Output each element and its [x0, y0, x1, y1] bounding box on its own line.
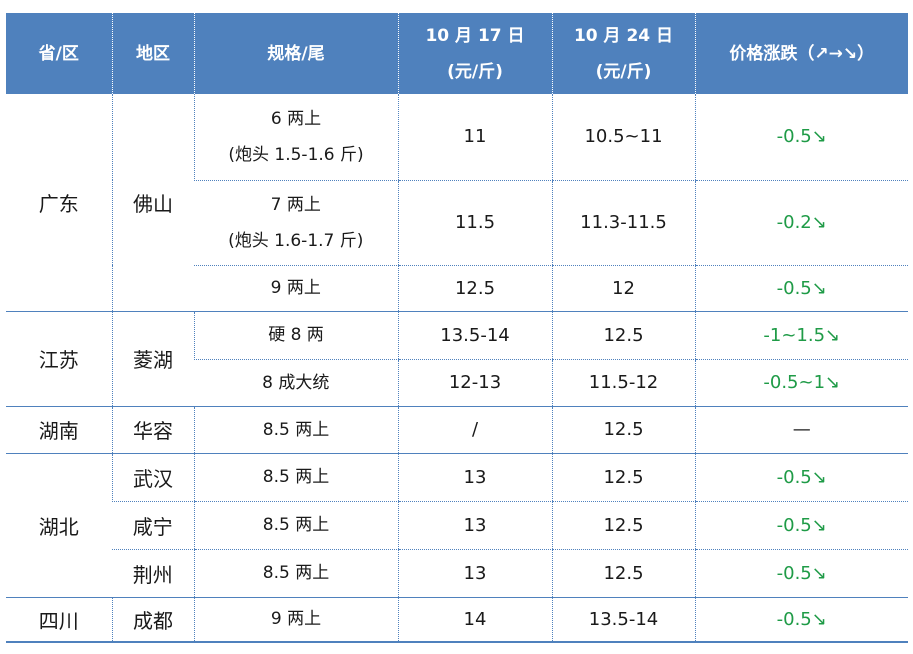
spec-cell: 6 两上 (炮头 1.5-1.6 斤) — [193, 94, 398, 181]
price2-cell: 12.5 — [551, 501, 695, 550]
province-cell: 广东 — [6, 94, 112, 312]
header-province: 省/区 — [6, 13, 112, 94]
table-row: 8 成大统 12-13 11.5-12 -0.5~1↘ — [6, 359, 908, 407]
spec-cell: 8.5 两上 — [193, 501, 398, 550]
price2-cell: 11.5-12 — [551, 359, 695, 407]
province-cell: 四川 — [6, 597, 112, 643]
change-cell: -0.2↘ — [694, 180, 908, 266]
header-change: 价格涨跌（↗→↘） — [694, 13, 908, 94]
spec-cell: 硬 8 两 — [193, 311, 398, 360]
price1-cell: 11.5 — [397, 180, 552, 266]
price1-cell: 12.5 — [397, 265, 552, 312]
header-date1: 10 月 17 日 (元/斤) — [397, 13, 552, 94]
spec-line1: 6 两上 — [270, 108, 322, 129]
spec-cell: 8 成大统 — [194, 359, 398, 407]
region-cell: 成都 — [111, 597, 194, 643]
price1-cell: 13 — [397, 549, 552, 598]
change-cell: -0.5↘ — [694, 549, 908, 598]
region-cell: 咸宁 — [112, 501, 194, 550]
table-row: 咸宁 8.5 两上 13 12.5 -0.5↘ — [6, 501, 908, 550]
spec-cell: 8.5 两上 — [193, 453, 398, 502]
price1-cell: 13 — [397, 453, 552, 502]
change-cell: -0.5↘ — [694, 597, 908, 643]
price1-cell: 13.5-14 — [397, 311, 552, 360]
province-cell: 湖南 — [6, 406, 112, 454]
table-row: 7 两上 (炮头 1.6-1.7 斤) 11.5 11.3-11.5 -0.2↘ — [6, 180, 908, 266]
spec-cell: 9 两上 — [193, 597, 398, 643]
header-date2: 10 月 24 日 (元/斤) — [551, 13, 695, 94]
header-date2-line2: (元/斤) — [595, 61, 652, 82]
price1-cell: 11 — [397, 94, 552, 181]
header-row: 省/区 地区 规格/尾 10 月 17 日 (元/斤) 10 月 24 日 (元… — [6, 13, 908, 94]
table-row: 四川 成都 9 两上 14 13.5-14 -0.5↘ — [6, 597, 908, 643]
change-cell: -0.5↘ — [694, 94, 908, 181]
price2-cell: 13.5-14 — [551, 597, 695, 643]
table-row: 湖南 华容 8.5 两上 / 12.5 — — [6, 406, 908, 454]
change-cell: -1~1.5↘ — [694, 311, 908, 360]
price1-cell: 14 — [397, 597, 552, 643]
spec-cell: 8.5 两上 — [193, 549, 398, 598]
region-cell: 菱湖 — [111, 311, 194, 407]
change-cell: — — [694, 406, 908, 454]
region-cell: 荆州 — [112, 549, 194, 598]
price1-cell: 13 — [397, 501, 552, 550]
price-table-container: 省/区 地区 规格/尾 10 月 17 日 (元/斤) 10 月 24 日 (元… — [6, 13, 908, 643]
header-date1-line1: 10 月 17 日 — [425, 25, 525, 46]
change-cell: -0.5↘ — [694, 453, 908, 502]
price2-cell: 12.5 — [551, 549, 695, 598]
change-cell: -0.5~1↘ — [694, 359, 908, 407]
region-cell: 武汉 — [111, 453, 194, 502]
region-cell: 华容 — [111, 406, 194, 454]
price2-cell: 12 — [551, 265, 695, 312]
spec-cell: 7 两上 (炮头 1.6-1.7 斤) — [194, 180, 398, 266]
price2-cell: 10.5~11 — [551, 94, 695, 181]
header-date1-line2: (元/斤) — [447, 61, 503, 82]
spec-cell: 8.5 两上 — [193, 406, 398, 454]
change-cell: -0.5↘ — [694, 501, 908, 550]
spec-line1: 7 两上 — [270, 194, 321, 215]
change-cell: -0.5↘ — [694, 265, 908, 312]
table-row: 9 两上 12.5 12 -0.5↘ — [6, 265, 908, 312]
price2-cell: 11.3-11.5 — [551, 180, 695, 266]
table-row: 荆州 8.5 两上 13 12.5 -0.5↘ — [6, 549, 908, 598]
table-row: 广东 佛山 6 两上 (炮头 1.5-1.6 斤) 11 10.5~11 -0.… — [6, 94, 908, 312]
price2-cell: 12.5 — [551, 311, 695, 360]
table-row: 江苏 菱湖 硬 8 两 13.5-14 12.5 -1~1.5↘ — [6, 311, 908, 407]
price-table: 省/区 地区 规格/尾 10 月 17 日 (元/斤) 10 月 24 日 (元… — [6, 13, 908, 643]
price1-cell: 12-13 — [397, 359, 552, 407]
header-spec: 规格/尾 — [193, 13, 398, 94]
spec-line2: (炮头 1.6-1.7 斤) — [228, 230, 364, 251]
spec-line2: (炮头 1.5-1.6 斤) — [228, 144, 364, 165]
header-region: 地区 — [111, 13, 194, 94]
price1-cell: / — [397, 406, 552, 454]
price2-cell: 12.5 — [551, 453, 695, 502]
price2-cell: 12.5 — [551, 406, 695, 454]
header-date2-line1: 10 月 24 日 — [573, 25, 674, 46]
province-cell: 江苏 — [6, 311, 112, 407]
spec-cell: 9 两上 — [194, 265, 398, 312]
region-cell: 佛山 — [111, 94, 194, 312]
table-row: 湖北 武汉 8.5 两上 13 12.5 -0.5↘ — [6, 453, 908, 598]
province-cell: 湖北 — [6, 453, 112, 598]
